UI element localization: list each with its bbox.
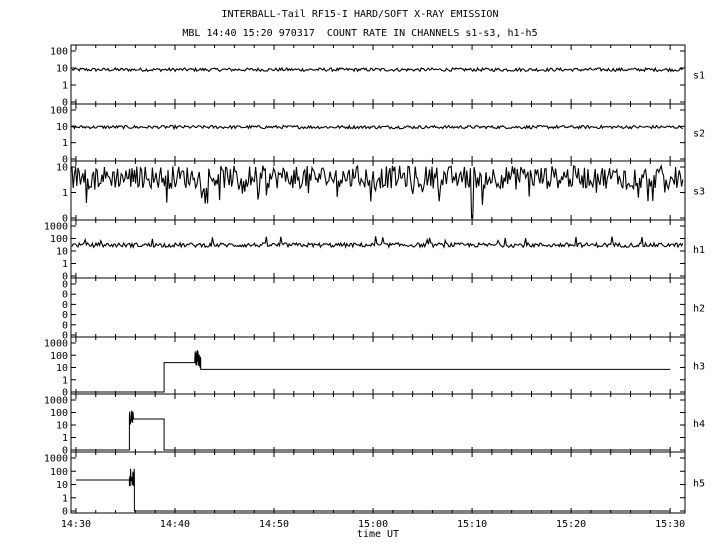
y-tick-label: 100 bbox=[50, 408, 68, 419]
series-line-s2 bbox=[71, 124, 684, 131]
y-tick-label: 10 bbox=[56, 421, 68, 432]
y-tick-label: 10 bbox=[56, 163, 68, 174]
y-tick-label: 10 bbox=[56, 122, 68, 133]
y-tick-label: 1 bbox=[62, 375, 68, 386]
y-tick-label: 0 bbox=[62, 331, 68, 342]
y-tick-label: 1 bbox=[62, 259, 68, 270]
x-tick-label: 14:50 bbox=[259, 519, 289, 530]
plot-frame bbox=[70, 44, 686, 514]
y-tick-label: 100 bbox=[50, 47, 68, 58]
x-tick-label: 15:20 bbox=[556, 519, 586, 530]
series-line-h4 bbox=[76, 410, 671, 451]
y-tick-label: 0 bbox=[62, 155, 68, 166]
y-tick-label: 0 bbox=[62, 310, 68, 321]
x-tick-label: 15:30 bbox=[655, 519, 685, 530]
panel-label-s1: s1 bbox=[693, 71, 705, 82]
y-tick-label: 100 bbox=[50, 106, 68, 117]
y-tick-label: 1 bbox=[62, 493, 68, 504]
x-tick-label: 14:40 bbox=[160, 519, 190, 530]
panel-label-h4: h4 bbox=[693, 419, 705, 430]
y-tick-label: 0 bbox=[62, 280, 68, 291]
chart-subtitle: MBL 14:40 15:20 970317 COUNT RATE IN CHA… bbox=[182, 28, 538, 39]
y-tick-label: 100 bbox=[50, 467, 68, 478]
y-tick-label: 1000 bbox=[44, 396, 68, 407]
y-tick-label: 0 bbox=[62, 320, 68, 331]
series-line-h3 bbox=[76, 349, 671, 393]
y-tick-label: 0 bbox=[62, 290, 68, 301]
y-tick-label: 10 bbox=[56, 480, 68, 491]
x-tick-label: 14:30 bbox=[61, 519, 91, 530]
series-line-h5 bbox=[76, 468, 671, 512]
y-tick-label: 0 bbox=[62, 300, 68, 311]
y-tick-label: 10 bbox=[56, 247, 68, 258]
x-axis-label: time UT bbox=[357, 529, 399, 540]
series-line-s3 bbox=[71, 163, 684, 219]
y-tick-label: 10 bbox=[56, 64, 68, 75]
y-tick-label: 0 bbox=[62, 272, 68, 283]
panel-label-h5: h5 bbox=[693, 479, 705, 490]
y-tick-label: 0 bbox=[62, 98, 68, 109]
y-tick-label: 10 bbox=[56, 363, 68, 374]
y-tick-label: 1000 bbox=[44, 222, 68, 233]
y-tick-label: 1 bbox=[62, 188, 68, 199]
y-tick-label: 1 bbox=[62, 138, 68, 149]
y-tick-label: 100 bbox=[50, 351, 68, 362]
x-tick-label: 15:00 bbox=[358, 519, 388, 530]
panel-label-s2: s2 bbox=[693, 129, 705, 140]
y-tick-label: 100 bbox=[50, 234, 68, 245]
panel-label-h3: h3 bbox=[693, 362, 705, 373]
panel-label-h1: h1 bbox=[693, 245, 705, 256]
y-tick-label: 0 bbox=[62, 214, 68, 225]
y-tick-label: 1000 bbox=[44, 339, 68, 350]
panel-label-s3: s3 bbox=[693, 187, 705, 198]
y-tick-label: 0 bbox=[62, 507, 68, 518]
y-tick-label: 0 bbox=[62, 446, 68, 457]
series-line-s1 bbox=[71, 66, 684, 73]
x-tick-label: 15:10 bbox=[457, 519, 487, 530]
chart-title: INTERBALL-Tail RF15-I HARD/SOFT X-RAY EM… bbox=[221, 9, 499, 20]
y-tick-label: 1 bbox=[62, 433, 68, 444]
y-tick-label: 1 bbox=[62, 81, 68, 92]
panel-label-h2: h2 bbox=[693, 304, 705, 315]
y-tick-label: 0 bbox=[62, 388, 68, 399]
series-line-h1 bbox=[71, 236, 684, 249]
y-tick-label: 1000 bbox=[44, 454, 68, 465]
